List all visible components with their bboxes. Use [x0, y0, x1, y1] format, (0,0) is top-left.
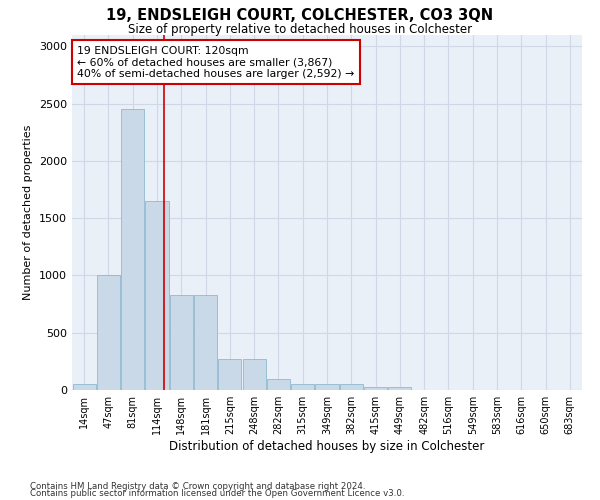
Bar [218, 359, 241, 390]
Text: 19, ENDSLEIGH COURT, COLCHESTER, CO3 3QN: 19, ENDSLEIGH COURT, COLCHESTER, CO3 3QN [106, 8, 494, 22]
Bar [194, 295, 217, 390]
Y-axis label: Number of detached properties: Number of detached properties [23, 125, 34, 300]
Bar [291, 384, 314, 390]
Bar [340, 384, 363, 390]
Text: Contains HM Land Registry data © Crown copyright and database right 2024.: Contains HM Land Registry data © Crown c… [30, 482, 365, 491]
Text: Contains public sector information licensed under the Open Government Licence v3: Contains public sector information licen… [30, 490, 404, 498]
Bar [364, 386, 387, 390]
Bar [121, 110, 144, 390]
Bar [145, 201, 169, 390]
Bar [267, 378, 290, 390]
Text: Size of property relative to detached houses in Colchester: Size of property relative to detached ho… [128, 22, 472, 36]
X-axis label: Distribution of detached houses by size in Colchester: Distribution of detached houses by size … [169, 440, 485, 453]
Bar [97, 276, 120, 390]
Bar [242, 359, 266, 390]
Bar [388, 386, 412, 390]
Bar [73, 384, 95, 390]
Text: 19 ENDSLEIGH COURT: 120sqm
← 60% of detached houses are smaller (3,867)
40% of s: 19 ENDSLEIGH COURT: 120sqm ← 60% of deta… [77, 46, 355, 79]
Bar [170, 295, 193, 390]
Bar [316, 384, 338, 390]
